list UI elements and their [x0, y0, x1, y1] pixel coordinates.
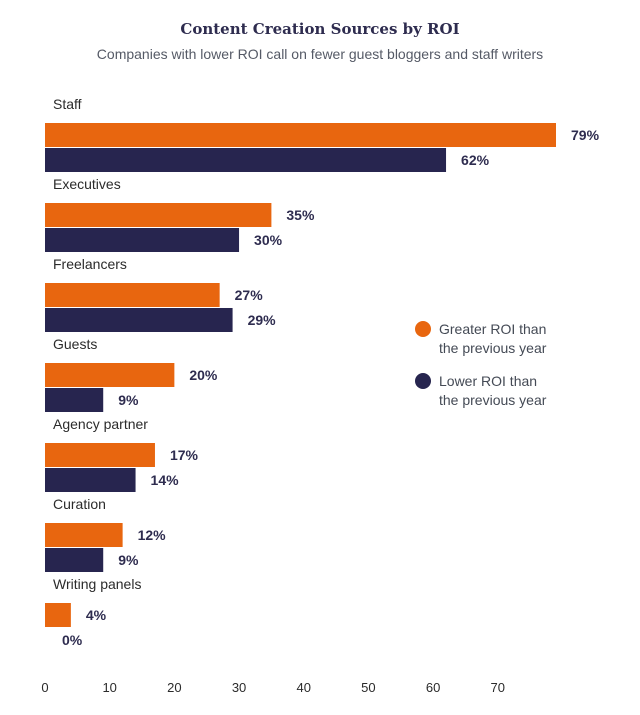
category-label: Agency partner — [53, 416, 148, 432]
value-label: 0% — [62, 632, 83, 648]
legend-label: Greater ROI than — [439, 321, 546, 337]
bar-greater-roi — [45, 603, 71, 627]
category-group: Freelancers 27% 29% — [45, 256, 276, 332]
bar-greater-roi — [45, 123, 556, 147]
bar-lower-roi — [45, 548, 104, 572]
x-tick-label: 50 — [361, 680, 375, 695]
x-axis: 0 10 20 30 40 50 60 70 — [41, 680, 505, 695]
value-label: 27% — [235, 287, 264, 303]
category-group: Agency partner 17% 14% — [45, 416, 199, 492]
legend-item: Greater ROI than the previous year — [415, 321, 547, 356]
value-label: 4% — [86, 607, 107, 623]
bar-lower-roi — [45, 148, 447, 172]
plot-area: Staff 79% 62% Executives 35%30% Freelancers 27… — [45, 96, 600, 648]
bar-greater-roi — [45, 203, 272, 227]
legend-swatch — [415, 373, 431, 389]
bar-lower-roi — [45, 468, 136, 492]
bar-lower-roi — [45, 308, 233, 332]
legend-label: the previous year — [439, 392, 547, 408]
value-label: 17% — [170, 447, 199, 463]
value-label: 14% — [151, 472, 180, 488]
category-label: Staff — [53, 96, 82, 112]
bar-lower-roi — [45, 388, 104, 412]
x-tick-label: 10 — [102, 680, 116, 695]
category-group: Guests 20% 9% — [45, 336, 218, 412]
value-label: 30% — [254, 232, 283, 248]
category-label: Curation — [53, 496, 106, 512]
x-tick-label: 30 — [232, 680, 246, 695]
x-tick-label: 70 — [491, 680, 505, 695]
category-label: Executives — [53, 176, 121, 192]
value-label: 29% — [248, 312, 277, 328]
bar-lower-roi — [45, 228, 240, 252]
value-label: 9% — [118, 552, 139, 568]
legend-item: Lower ROI than the previous year — [415, 373, 547, 408]
x-tick-label: 20 — [167, 680, 181, 695]
legend-swatch — [415, 321, 431, 337]
bar-greater-roi — [45, 363, 175, 387]
category-group: Curation 12% 9% — [45, 496, 166, 572]
value-label: 12% — [138, 527, 167, 543]
bar-greater-roi — [45, 443, 155, 467]
value-label: 79% — [571, 127, 600, 143]
category-label: Freelancers — [53, 256, 127, 272]
x-tick-label: 40 — [296, 680, 310, 695]
category-group: Writing panels 4%0% — [45, 576, 141, 648]
bar-greater-roi — [45, 523, 123, 547]
bar-greater-roi — [45, 283, 220, 307]
category-label: Writing panels — [53, 576, 141, 592]
value-label: 62% — [461, 152, 490, 168]
x-tick-label: 60 — [426, 680, 440, 695]
x-tick-label: 0 — [41, 680, 48, 695]
category-group: Executives 35%30% — [45, 176, 315, 252]
category-label: Guests — [53, 336, 97, 352]
legend-label: Lower ROI than — [439, 373, 537, 389]
value-label: 9% — [118, 392, 139, 408]
legend-label: the previous year — [439, 340, 547, 356]
category-group: Staff 79% 62% — [45, 96, 600, 172]
value-label: 20% — [189, 367, 218, 383]
chart-subtitle: Companies with lower ROI call on fewer g… — [97, 46, 543, 62]
chart-title: Content Creation Sources by ROI — [180, 20, 459, 38]
value-label: 35% — [286, 207, 315, 223]
